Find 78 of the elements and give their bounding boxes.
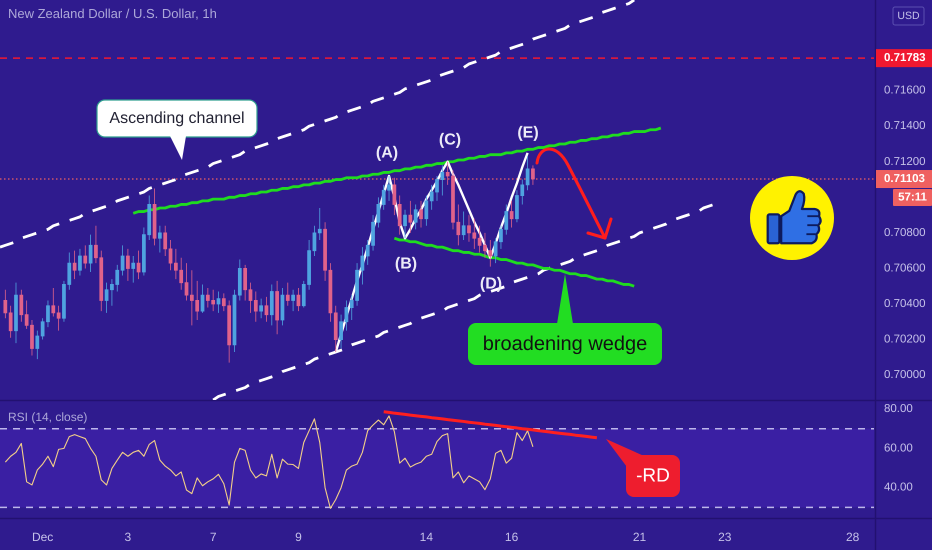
candlestick xyxy=(158,225,162,253)
candlestick xyxy=(35,330,40,360)
x-tick-label: 21 xyxy=(632,530,647,544)
y-tick-label: 0.71200 xyxy=(884,156,926,168)
annotation: (B) xyxy=(394,256,418,272)
candlestick xyxy=(131,256,136,284)
annotation: (A) xyxy=(376,144,398,162)
text: New Zealand Dollar / U.S. Dollar, 1h xyxy=(8,6,217,21)
y-tick-label: 0.70800 xyxy=(884,226,926,239)
candlestick xyxy=(259,298,263,319)
candlestick xyxy=(78,248,82,276)
candlestick xyxy=(270,284,274,326)
candlestick xyxy=(280,288,284,326)
candlestick xyxy=(398,195,402,236)
annotation: (E) xyxy=(517,124,539,142)
y-tick-label: 0.70000 xyxy=(884,369,926,382)
candlestick xyxy=(286,282,290,306)
candlestick xyxy=(72,250,76,280)
annotation: (D) xyxy=(480,276,502,292)
y-tick-label: 80.00 xyxy=(884,403,913,416)
candlestick xyxy=(296,288,300,312)
candlestick xyxy=(264,296,268,322)
candlestick xyxy=(216,291,220,314)
y-tick-label: 0.70200 xyxy=(884,334,926,346)
candlestick xyxy=(227,300,232,364)
candlestick xyxy=(14,282,18,344)
candlestick xyxy=(152,188,156,246)
candlestick xyxy=(8,305,13,338)
x-tick-label: 28 xyxy=(846,530,860,544)
candlestick xyxy=(424,195,428,226)
x-tick-label: 3 xyxy=(124,530,132,544)
candlestick xyxy=(222,292,226,312)
candlestick xyxy=(126,248,130,282)
candlestick xyxy=(510,200,514,228)
candlestick xyxy=(88,234,92,272)
line-series xyxy=(0,0,636,249)
annotation: (C) xyxy=(438,132,462,148)
candlestick xyxy=(462,211,466,240)
line-series xyxy=(382,410,598,440)
candlestick xyxy=(195,280,200,320)
line-series xyxy=(132,126,662,215)
annotation: Ascending channel xyxy=(109,110,245,127)
candlestick xyxy=(211,289,216,312)
candlestick xyxy=(408,200,412,234)
candlestick xyxy=(136,250,140,280)
x-tick-label: 7 xyxy=(210,530,217,544)
y-tick-label: 0.71400 xyxy=(884,120,926,132)
y-tick-label: 40.00 xyxy=(884,482,913,494)
annotation: -RD xyxy=(636,466,670,486)
candlestick xyxy=(531,164,535,186)
y-tick-label: 0.70600 xyxy=(884,262,926,274)
candlestick xyxy=(392,177,396,216)
y-tick-label: 0.70400 xyxy=(884,298,926,310)
y-tick-label: 0.71600 xyxy=(884,84,926,97)
candlestick xyxy=(275,280,279,335)
candlestick xyxy=(414,204,418,230)
candlestick xyxy=(56,305,60,332)
candlestick xyxy=(19,289,24,322)
annotation: broadening wedge xyxy=(482,333,648,355)
candlestick xyxy=(200,284,204,314)
ref-line-label: 0.71783 xyxy=(884,52,926,64)
x-tick-label: 9 xyxy=(295,530,302,544)
text: 57:11 xyxy=(898,192,928,204)
x-tick-label: Dec xyxy=(32,530,54,544)
ref-line-label: 0.71103 xyxy=(884,173,925,186)
candlestick xyxy=(83,244,88,269)
x-tick-label: 16 xyxy=(504,530,519,544)
candlestick xyxy=(51,288,56,317)
x-tick-label: 14 xyxy=(420,530,434,544)
candlestick xyxy=(403,209,407,239)
candlestick xyxy=(291,289,295,312)
candlestick xyxy=(3,289,8,319)
candlestick xyxy=(206,288,210,308)
x-tick-label: 23 xyxy=(718,530,732,544)
candlestick xyxy=(419,200,423,228)
y-axis-title: USD xyxy=(897,10,920,22)
text: RSI (14, close) xyxy=(8,410,88,424)
y-tick-label: 60.00 xyxy=(884,442,913,454)
